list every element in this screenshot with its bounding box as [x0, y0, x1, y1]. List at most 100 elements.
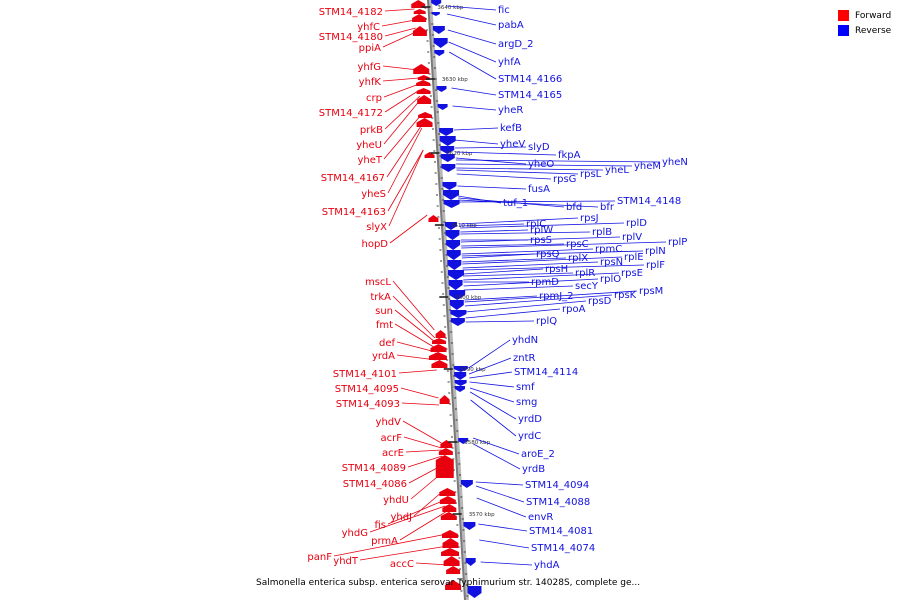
reverse-leader-line [479, 539, 530, 549]
reverse-gene-label: zntR [513, 353, 536, 364]
reverse-leader-line [475, 485, 525, 503]
forward-gene-label: STM14_4163 [322, 207, 386, 218]
reverse-gene-label: STM14_4114 [514, 367, 578, 378]
forward-gene [428, 352, 447, 360]
reverse-gene-label: yrdB [522, 464, 545, 475]
forward-gene-label: mscL [365, 277, 391, 288]
forward-gene-label: STM14_4086 [343, 479, 407, 490]
reverse-gene-label: rplV [622, 232, 642, 243]
reverse-gene-label: STM14_4165 [498, 90, 562, 101]
reverse-gene [432, 26, 445, 34]
forward-gene-label: yhdT [333, 556, 359, 567]
forward-gene [432, 338, 447, 344]
forward-leader-line [407, 455, 443, 468]
reverse-gene-label: yhfA [498, 57, 521, 68]
forward-leader-line [383, 83, 420, 98]
forward-leader-line [402, 420, 442, 444]
forward-leader-line [333, 533, 448, 557]
reverse-leader-line [455, 159, 661, 163]
reverse-leader-line [452, 105, 497, 111]
reverse-leader-line [476, 497, 527, 518]
forward-gene-label: fis [374, 520, 386, 531]
reverse-leader-line [462, 256, 623, 265]
reverse-gene [433, 38, 448, 48]
reverse-gene [442, 182, 457, 190]
forward-leader-line [387, 149, 424, 212]
reverse-leader-line [469, 387, 515, 403]
reverse-gene-label: yheM [634, 161, 661, 172]
forward-gene-label: STM14_4101 [333, 369, 397, 380]
reverse-gene-label: STM14_4148 [617, 196, 681, 207]
forward-gene-label: STM14_4182 [319, 7, 383, 18]
scale-label: 3590 kbp [460, 367, 486, 373]
scale-label: 3580 kbp [464, 440, 490, 446]
reverse-gene [443, 190, 460, 200]
forward-gene-label: yhfK [359, 77, 382, 88]
forward-gene [416, 80, 431, 86]
reverse-gene-label: argD_2 [498, 39, 533, 50]
forward-genes [411, 0, 462, 590]
forward-gene [442, 504, 457, 512]
reverse-leader-line [457, 185, 527, 190]
forward-leader-line [359, 545, 448, 561]
reverse-leader-line [469, 381, 515, 388]
forward-gene-label: prkB [360, 125, 383, 136]
reverse-leader-line [460, 236, 621, 243]
forward-leader-line [392, 280, 435, 331]
forward-leader-line [383, 99, 421, 145]
reverse-leader-line [447, 29, 497, 45]
reverse-leader-line [454, 139, 499, 145]
forward-gene-label: yhfG [357, 62, 381, 73]
forward-gene [413, 64, 430, 74]
reverse-leader-line [446, 5, 497, 11]
reverse-gene [447, 260, 462, 270]
reverse-gene [437, 104, 448, 110]
reverse-gene [450, 318, 465, 326]
reverse-gene-label: rplW [530, 225, 553, 236]
reverse-gene [447, 270, 464, 280]
forward-gene-label: panF [307, 552, 332, 563]
reverse-genes [431, 0, 482, 598]
forward-gene-label: slyX [366, 222, 387, 233]
reverse-gene-label: rpmC [595, 244, 622, 255]
forward-gene-label: sun [375, 306, 393, 317]
reverse-gene [458, 438, 469, 444]
reverse-leader-line [461, 248, 594, 255]
forward-leader-line [394, 309, 436, 343]
forward-gene [439, 496, 456, 504]
reverse-gene [445, 230, 460, 240]
forward-leader-line [384, 27, 416, 37]
reverse-leader-line [475, 481, 524, 486]
reverse-leader-line [459, 217, 579, 225]
forward-gene-label: yrdA [372, 351, 395, 362]
reverse-gene-label: rplX [568, 253, 588, 264]
reverse-gene-label: rplQ [536, 316, 557, 327]
reverse-gene-label: yheN [662, 157, 688, 168]
reverse-gene-label: yheO [528, 159, 554, 170]
reverse-leader-line [469, 371, 513, 379]
forward-gene-label: STM14_4093 [336, 399, 400, 410]
reverse-leader-line [468, 357, 512, 375]
forward-leader-line [384, 89, 420, 113]
reverse-gene [453, 366, 468, 372]
reverse-gene-label: rpsK [614, 290, 637, 301]
legend-label-forward: Forward [855, 10, 892, 21]
reverse-leader-line [470, 399, 517, 437]
reverse-gene [443, 200, 460, 208]
reverse-gene-label: rplP [668, 237, 687, 248]
reverse-leader-line [455, 146, 527, 149]
map-caption: Salmonella enterica subsp. enterica sero… [256, 578, 641, 588]
forward-gene [443, 556, 460, 566]
reverse-leader-line [463, 278, 599, 287]
forward-leader-line [392, 295, 436, 339]
reverse-leader-line [462, 261, 599, 269]
forward-leader-line [384, 95, 421, 130]
reverse-gene-label: smf [516, 382, 535, 393]
forward-leader-line [394, 323, 436, 349]
scale-label: 3630 kbp [442, 77, 468, 83]
reverse-leader-line [462, 268, 544, 275]
reverse-gene-label: tuf_1 [503, 198, 528, 209]
reverse-leader-line [463, 285, 574, 291]
